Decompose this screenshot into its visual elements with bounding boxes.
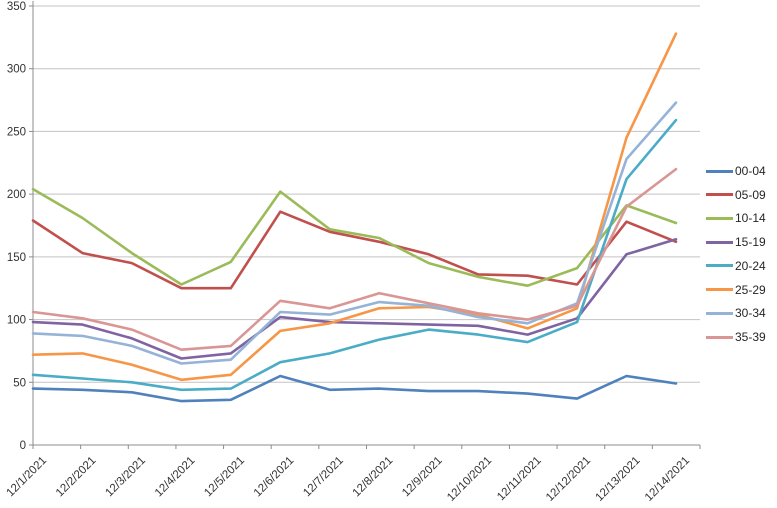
x-axis-label: 12/12/2021 <box>544 455 593 504</box>
legend-item-20-24[interactable]: 20-24 <box>706 258 766 274</box>
x-axis-label: 12/9/2021 <box>400 455 445 500</box>
legend-line-swatch <box>706 264 733 268</box>
x-axis-label: 12/13/2021 <box>593 455 642 504</box>
legend-line-swatch <box>706 288 733 292</box>
series-line-10-14[interactable] <box>31 187 678 288</box>
y-axis-label: 250 <box>7 126 26 138</box>
legend-item-25-29[interactable]: 25-29 <box>706 282 766 298</box>
legend-label: 10-14 <box>735 211 766 226</box>
legend-line-swatch <box>706 216 733 220</box>
series-line-25-29[interactable] <box>31 32 678 382</box>
legend-item-15-19[interactable]: 15-19 <box>706 234 766 250</box>
x-axis-label: 12/7/2021 <box>301 455 346 500</box>
legend-line-swatch <box>706 169 733 173</box>
x-axis-label: 12/1/2021 <box>4 455 49 500</box>
y-axis-label: 0 <box>20 440 26 452</box>
legend-line-swatch <box>706 335 733 339</box>
legend-item-10-14[interactable]: 10-14 <box>706 210 766 226</box>
legend-line-swatch <box>706 240 733 244</box>
x-axis-label: 12/3/2021 <box>103 455 148 500</box>
legend-line-swatch <box>706 193 733 197</box>
y-axis-label: 50 <box>13 377 26 389</box>
legend-item-30-34[interactable]: 30-34 <box>706 305 766 321</box>
y-axis-label: 100 <box>7 315 26 327</box>
y-axis-label: 150 <box>7 252 26 264</box>
series-line-05-09[interactable] <box>31 210 678 290</box>
legend-label: 30-34 <box>735 306 766 321</box>
series-line-35-39[interactable] <box>31 167 678 352</box>
y-axis-label: 200 <box>7 189 26 201</box>
x-axis-label: 12/5/2021 <box>202 455 247 500</box>
chart-legend: 00-04 05-09 10-14 15-19 20-24 25-29 30-34 35-39 <box>706 0 777 508</box>
series-line-15-19[interactable] <box>31 238 678 360</box>
x-axis-label: 12/6/2021 <box>252 455 297 500</box>
x-axis-label: 12/11/2021 <box>495 455 544 504</box>
x-axis-label: 12/8/2021 <box>351 455 396 500</box>
legend-label: 20-24 <box>735 258 766 273</box>
x-axis-label: 12/10/2021 <box>445 455 494 504</box>
legend-item-35-39[interactable]: 35-39 <box>706 329 766 345</box>
y-axis-label: 350 <box>7 1 26 13</box>
series-line-20-24[interactable] <box>31 118 678 392</box>
y-axis-label: 300 <box>7 64 26 76</box>
legend-label: 35-39 <box>735 330 766 344</box>
legend-label: 15-19 <box>735 235 766 250</box>
series-line-00-04[interactable] <box>31 374 678 403</box>
legend-line-swatch <box>706 311 733 315</box>
legend-label: 00-04 <box>735 164 766 178</box>
legend-label: 25-29 <box>735 282 766 297</box>
x-axis-label: 12/14/2021 <box>643 455 692 504</box>
legend-label: 05-09 <box>735 187 766 202</box>
x-axis-label: 12/2/2021 <box>54 455 99 500</box>
legend-item-05-09[interactable]: 05-09 <box>706 187 766 203</box>
legend-item-00-04[interactable]: 00-04 <box>706 163 766 179</box>
x-axis-label: 12/4/2021 <box>153 455 198 500</box>
series-line-30-34[interactable] <box>31 101 678 365</box>
